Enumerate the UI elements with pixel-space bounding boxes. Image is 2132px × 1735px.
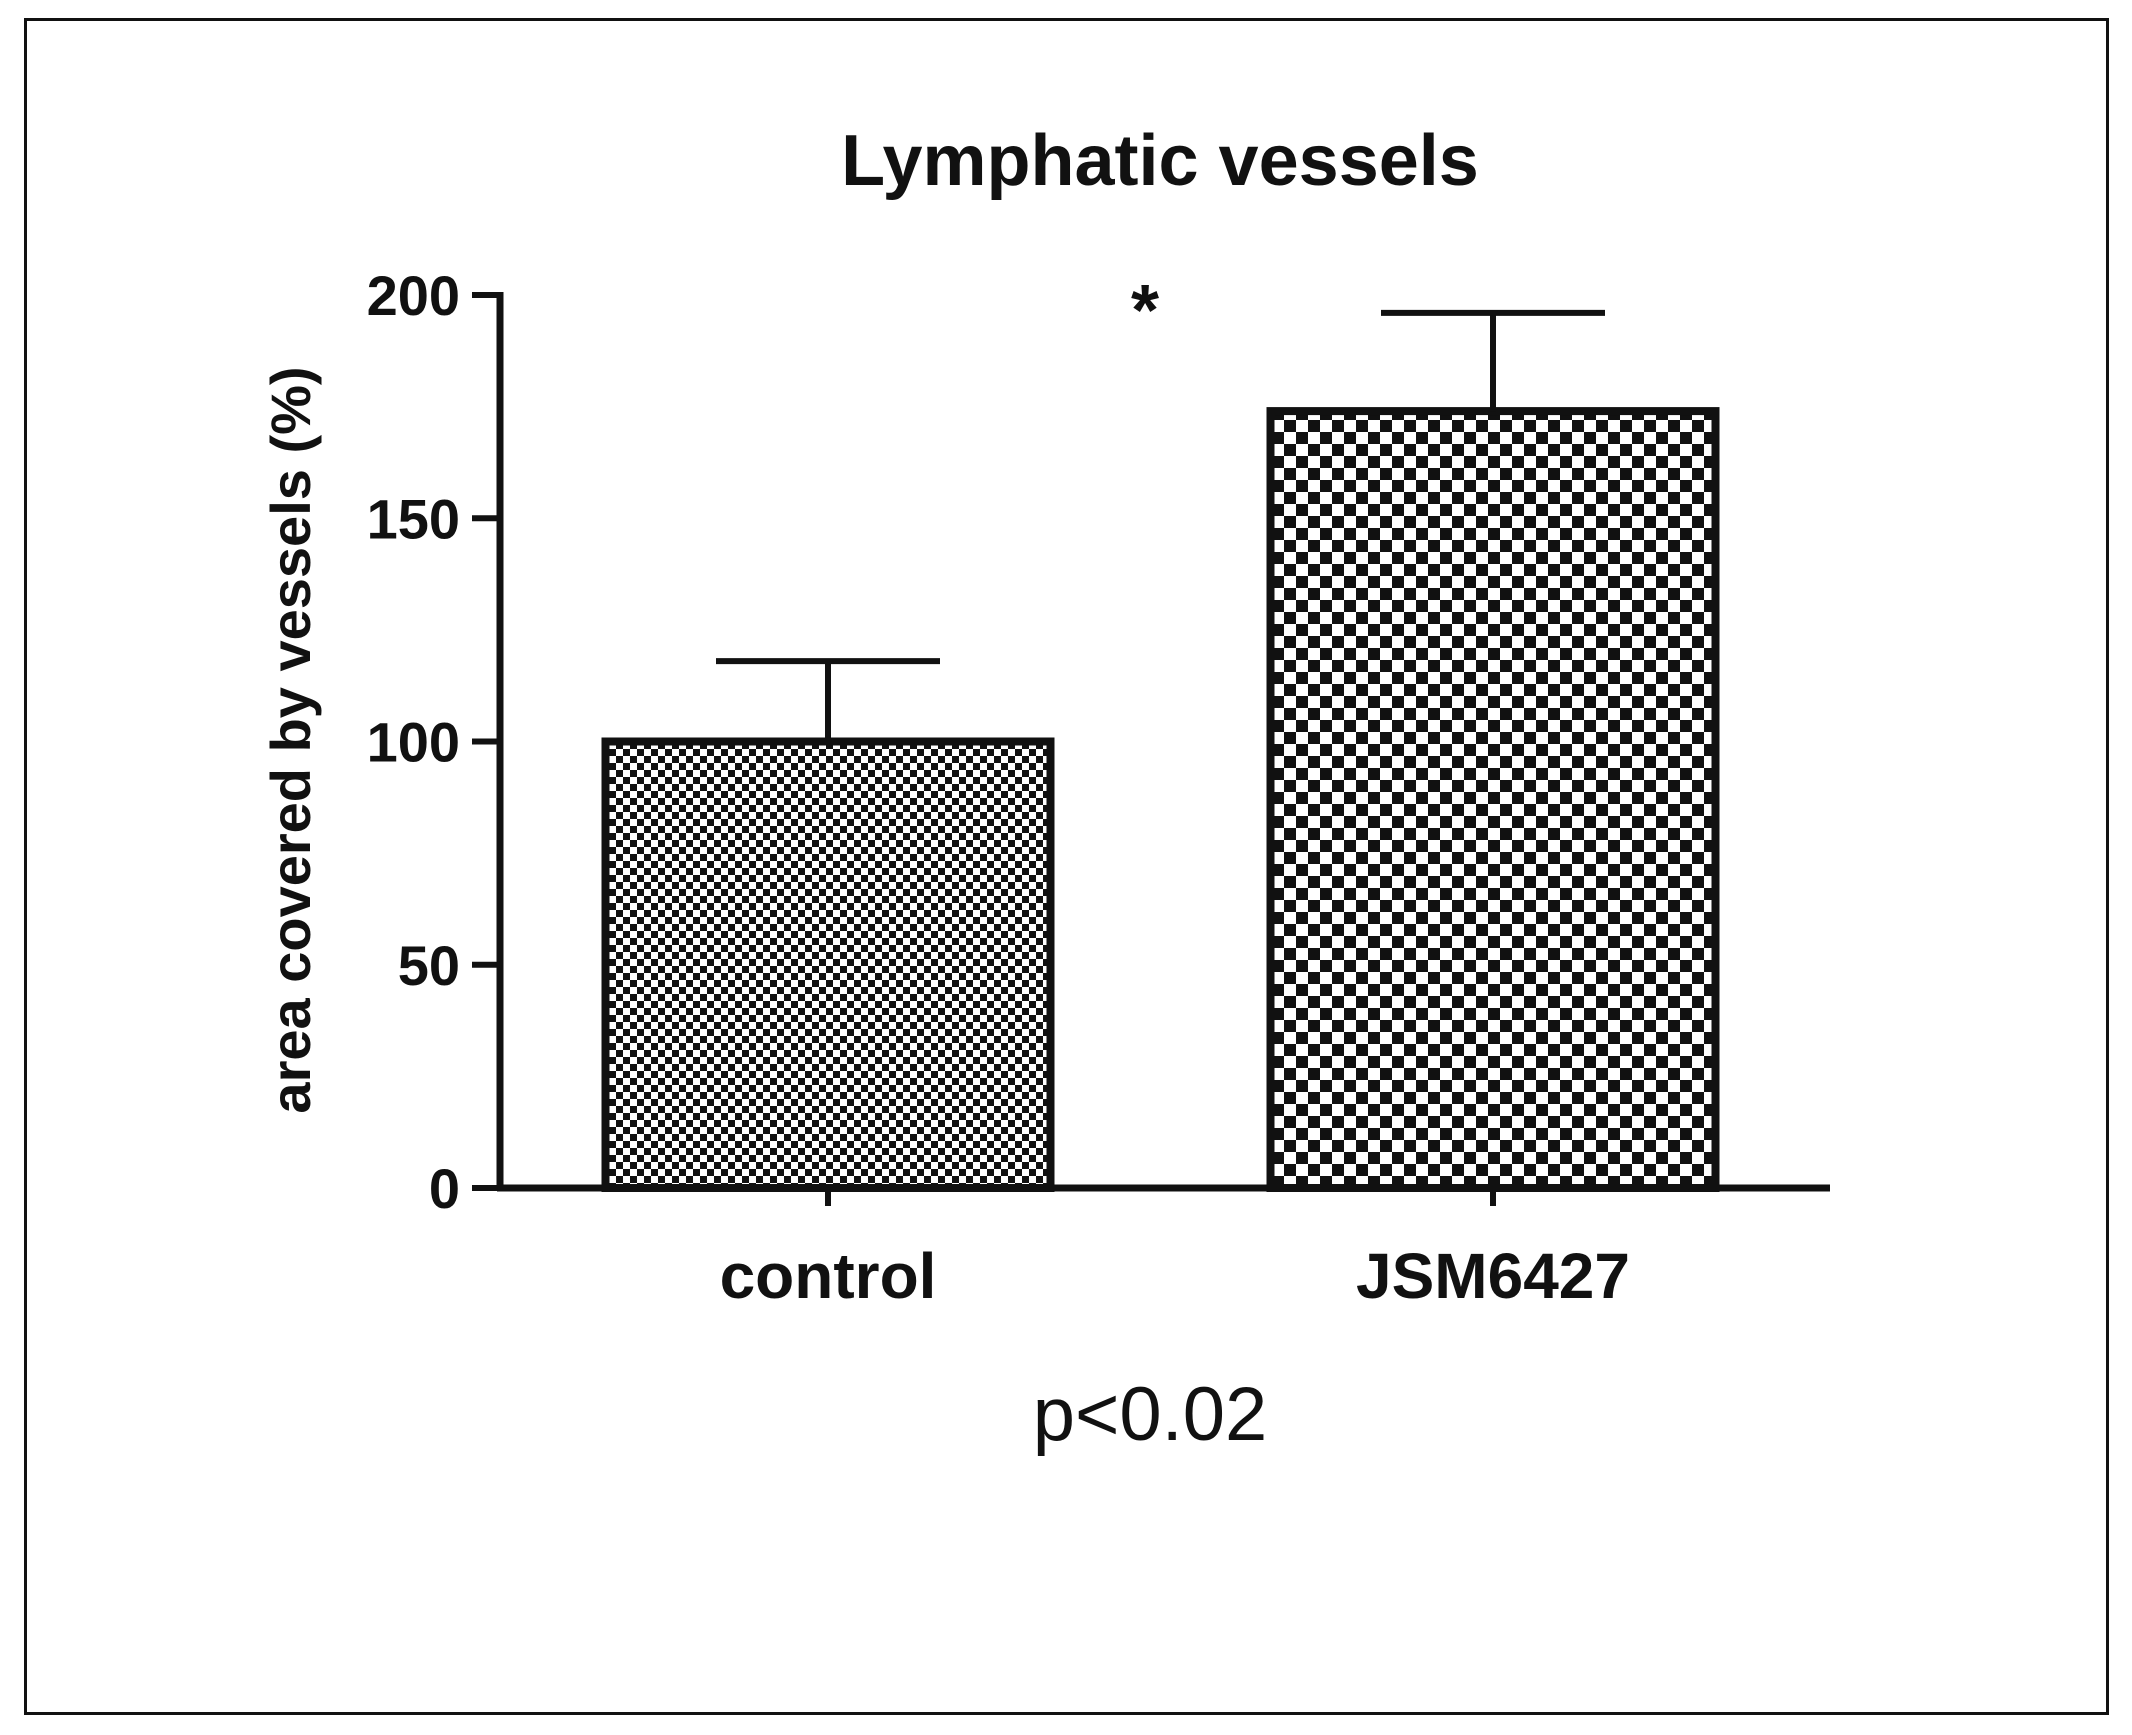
y-axis-label: area covered by vessels (%) xyxy=(259,366,322,1113)
x-tick-label: control xyxy=(720,1240,937,1312)
bars-layer xyxy=(601,407,1720,1192)
significance-asterisk: * xyxy=(1131,271,1159,351)
y-tick-label: 100 xyxy=(367,711,460,774)
bar-jsm6427 xyxy=(1266,407,1720,1192)
y-tick-label: 50 xyxy=(398,934,460,997)
y-tick-label: 0 xyxy=(429,1157,460,1220)
p-value-note: p<0.02 xyxy=(1033,1372,1268,1457)
x-tick-label: JSM6427 xyxy=(1356,1240,1630,1312)
x-ticks-layer: control JSM6427 xyxy=(720,1188,1630,1312)
y-tick-label: 150 xyxy=(367,487,460,550)
bar-control xyxy=(601,737,1055,1192)
y-tick-label: 200 xyxy=(367,264,460,327)
y-ticks-layer: 0 50 100 150 200 xyxy=(367,264,500,1220)
chart-title: Lymphatic vessels xyxy=(841,121,1479,201)
figure-frame xyxy=(24,18,2109,1715)
error-bars-layer xyxy=(716,309,1605,742)
